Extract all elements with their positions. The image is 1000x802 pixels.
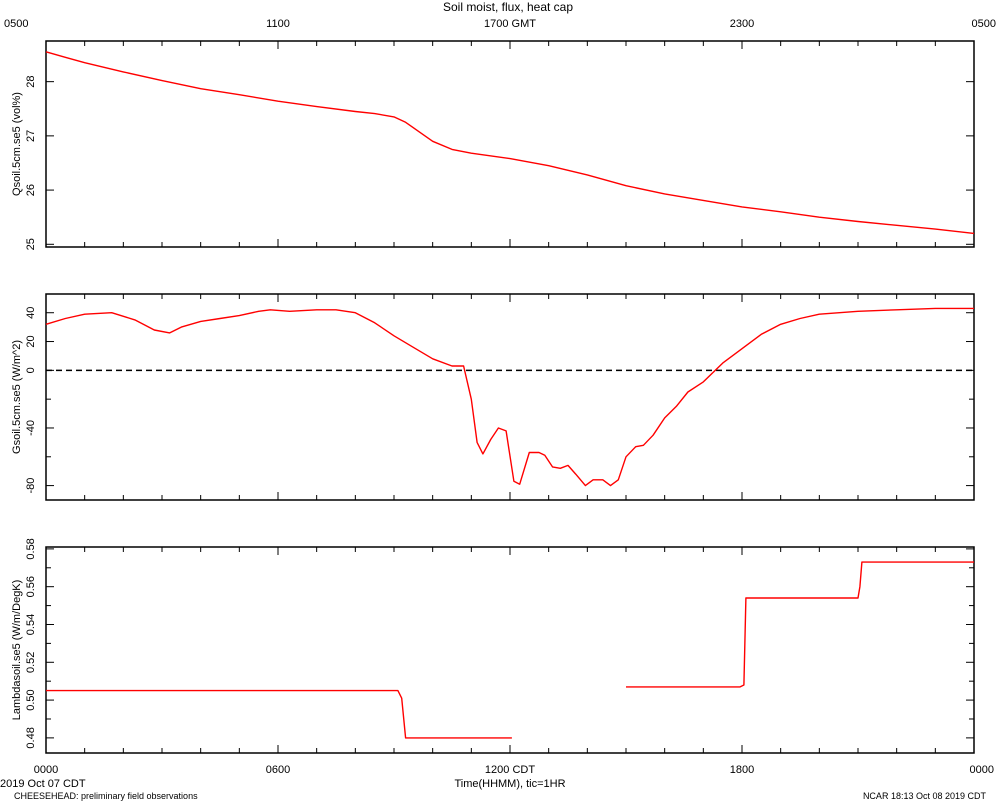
y-tick-label: 20 <box>25 335 37 347</box>
bottom-tick-label: 0000 <box>969 764 994 776</box>
top-tick-label: 1100 <box>266 18 290 30</box>
y-tick-label: 27 <box>25 130 37 142</box>
bottom-tick-label: 1200 CDT <box>484 764 536 776</box>
date-label: 2019 Oct 07 CDT <box>0 778 86 790</box>
series-line <box>626 561 974 688</box>
y-tick-label: 0.52 <box>25 652 37 673</box>
y-tick-label: 0.56 <box>25 576 37 597</box>
y-tick-label: 0.48 <box>25 727 37 748</box>
y-tick-label: 0 <box>25 367 37 373</box>
footer-left: CHEESEHEAD: preliminary field observatio… <box>14 791 198 801</box>
plot-frame <box>45 293 975 501</box>
y-tick-label: 40 <box>25 307 37 319</box>
top-tick-label: 0500 <box>4 18 29 30</box>
footer-right: NCAR 18:13 Oct 08 2019 CDT <box>862 791 986 801</box>
y-tick-label: -80 <box>25 478 37 494</box>
y-tick-label: 0.54 <box>25 614 37 635</box>
y-tick-label: 28 <box>25 76 37 88</box>
top-tick-label: 1700 GMT <box>484 18 536 30</box>
y-tick-label: 0.58 <box>25 538 37 559</box>
series-line <box>46 689 512 739</box>
bottom-tick-label: 1800 <box>729 764 755 776</box>
y-tick-label: 0.50 <box>25 689 37 710</box>
plot-frame <box>45 40 975 248</box>
bottom-tick-label: 0600 <box>265 764 291 776</box>
series-line <box>45 307 974 487</box>
y-axis-label: Qsoil.5cm.se5 (vol%) <box>11 92 23 196</box>
bottom-tick-label: 0000 <box>33 764 59 776</box>
y-tick-label: 25 <box>25 238 37 250</box>
y-tick-label: 26 <box>25 184 37 196</box>
series-line <box>45 51 975 235</box>
figure-title: Soil moist, flux, heat cap <box>442 0 574 14</box>
y-tick-label: -40 <box>25 420 37 436</box>
plot-frame <box>45 546 975 754</box>
x-axis-label: Time(HHMM), tic=1HR <box>454 778 566 790</box>
top-tick-label: 0500 <box>971 18 996 30</box>
top-tick-label: 2300 <box>729 18 755 30</box>
y-axis-label: Lambdasoil.se5 (W/m/DegK) <box>11 580 23 721</box>
y-axis-label: Gsoil.5cm.se5 (W/m^2) <box>11 340 23 454</box>
